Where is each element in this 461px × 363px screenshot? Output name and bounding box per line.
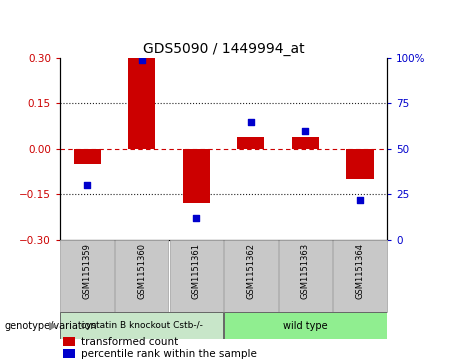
Text: GSM1151359: GSM1151359 bbox=[83, 243, 92, 299]
Bar bbox=[292, 137, 319, 149]
Bar bbox=[237, 137, 265, 149]
Text: ▶: ▶ bbox=[49, 321, 57, 331]
Text: GSM1151363: GSM1151363 bbox=[301, 243, 310, 299]
Bar bbox=[128, 58, 155, 149]
FancyBboxPatch shape bbox=[60, 312, 223, 339]
Bar bbox=[64, 349, 76, 358]
Bar bbox=[74, 149, 101, 164]
Bar bbox=[64, 338, 76, 346]
Text: GSM1151364: GSM1151364 bbox=[355, 243, 365, 299]
Text: percentile rank within the sample: percentile rank within the sample bbox=[81, 349, 257, 359]
Point bbox=[301, 128, 309, 134]
Text: cystatin B knockout Cstb-/-: cystatin B knockout Cstb-/- bbox=[81, 321, 203, 330]
Bar bbox=[346, 149, 373, 179]
Text: GSM1151361: GSM1151361 bbox=[192, 243, 201, 299]
FancyBboxPatch shape bbox=[60, 240, 114, 312]
FancyBboxPatch shape bbox=[115, 240, 168, 312]
FancyBboxPatch shape bbox=[224, 312, 387, 339]
Text: genotype/variation: genotype/variation bbox=[5, 321, 97, 331]
Point bbox=[247, 119, 254, 125]
Title: GDS5090 / 1449994_at: GDS5090 / 1449994_at bbox=[143, 42, 304, 56]
Text: transformed count: transformed count bbox=[81, 337, 178, 347]
Point bbox=[138, 57, 145, 63]
Bar bbox=[183, 149, 210, 203]
Point bbox=[193, 215, 200, 221]
Text: wild type: wild type bbox=[283, 321, 328, 331]
FancyBboxPatch shape bbox=[170, 240, 223, 312]
Text: GSM1151362: GSM1151362 bbox=[246, 243, 255, 299]
Point bbox=[83, 182, 91, 188]
Point bbox=[356, 197, 364, 203]
Text: GSM1151360: GSM1151360 bbox=[137, 243, 146, 299]
FancyBboxPatch shape bbox=[224, 240, 278, 312]
FancyBboxPatch shape bbox=[333, 240, 387, 312]
FancyBboxPatch shape bbox=[279, 240, 332, 312]
